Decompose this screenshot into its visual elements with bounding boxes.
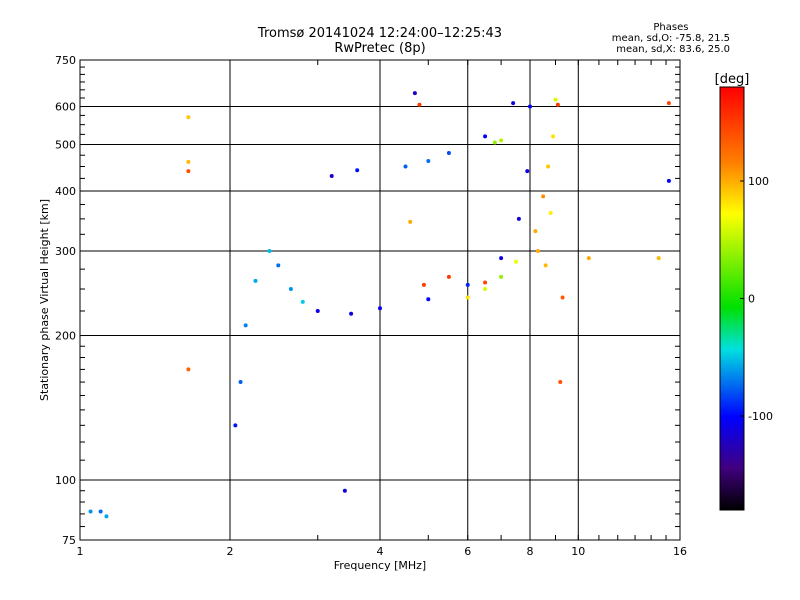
data-point	[446, 151, 451, 156]
data-point	[329, 173, 334, 178]
data-point	[483, 280, 488, 285]
data-point	[288, 287, 293, 292]
data-point	[511, 101, 516, 106]
y-tick-label: 75	[62, 534, 76, 547]
axes: 1 2 4 6 8 10 16 75 100 200 300 400 500 600 750	[55, 54, 687, 558]
data-point	[426, 297, 431, 302]
data-point	[300, 299, 305, 304]
y-tick-label: 100	[55, 474, 76, 487]
colorbar-label: [deg]	[715, 72, 750, 87]
x-tick-label: 2	[227, 545, 234, 558]
data-point	[558, 380, 563, 385]
y-tick-label: 750	[55, 54, 76, 67]
data-point	[238, 380, 243, 385]
phases-heading: Phases	[653, 22, 689, 33]
y-axis-label: Stationary phase Virtual Height [km]	[38, 199, 51, 401]
y-tick-label: 300	[55, 245, 76, 258]
data-point	[525, 169, 530, 174]
data-point	[342, 488, 347, 493]
phases-o-stats: mean, sd,O: -75.8, 21.5	[611, 33, 730, 44]
colorbar-tick-label: 100	[748, 175, 769, 188]
colorbar-ticks: 100 0 -100	[740, 175, 773, 423]
data-point	[548, 211, 553, 216]
grid-lines	[80, 60, 680, 540]
y-tick-label: 600	[55, 101, 76, 114]
y-tick-label: 200	[55, 330, 76, 343]
data-point	[276, 263, 281, 268]
x-axis-label: Frequency [MHz]	[334, 559, 426, 572]
data-point	[499, 138, 504, 143]
data-point	[403, 164, 408, 169]
data-point	[666, 178, 671, 183]
data-point	[186, 115, 191, 120]
data-point	[267, 249, 272, 254]
data-point	[499, 274, 504, 279]
data-point	[243, 323, 248, 328]
x-tick-label: 6	[464, 545, 471, 558]
data-point	[499, 256, 504, 261]
data-point	[349, 311, 354, 316]
data-point	[533, 229, 538, 234]
data-point	[233, 423, 238, 428]
x-tick-label: 16	[673, 545, 687, 558]
data-point	[417, 102, 422, 107]
data-point	[465, 282, 470, 287]
data-point	[516, 216, 521, 221]
data-point	[253, 278, 258, 283]
data-point	[446, 274, 451, 279]
data-point	[104, 514, 109, 519]
data-point	[586, 256, 591, 261]
data-point	[514, 259, 519, 264]
data-point	[465, 295, 470, 300]
data-point	[186, 367, 191, 372]
data-point	[186, 159, 191, 164]
data-point	[186, 169, 191, 174]
data-point	[656, 256, 661, 261]
data-point	[553, 97, 558, 102]
colorbar-tick-label: 0	[748, 293, 755, 306]
data-point	[483, 287, 488, 292]
data-point	[408, 219, 413, 224]
x-tick-label: 4	[377, 545, 384, 558]
colorbar-tick-label: -100	[748, 410, 773, 423]
data-point	[666, 101, 671, 106]
phases-x-stats: mean, sd,X: 83.6, 25.0	[616, 44, 730, 55]
x-tick-label: 8	[527, 545, 534, 558]
data-point	[546, 164, 551, 169]
data-point	[535, 249, 540, 254]
chart-title: Tromsø 20141024 12:24:00–12:25:43	[257, 26, 503, 41]
data-point	[355, 168, 360, 173]
data-point	[560, 295, 565, 300]
data-point	[528, 104, 532, 109]
data-point	[541, 194, 546, 199]
y-tick-label: 500	[55, 139, 76, 152]
chart-subtitle: RwPretec (8p)	[334, 41, 426, 56]
data-point	[88, 509, 93, 514]
data-point	[378, 306, 382, 311]
data-point	[543, 263, 548, 268]
x-tick-label: 1	[77, 545, 84, 558]
data-point	[483, 134, 488, 139]
data-points	[88, 91, 671, 519]
data-point	[98, 509, 103, 514]
x-tick-label: 10	[571, 545, 585, 558]
data-point	[555, 102, 560, 107]
data-point	[551, 134, 556, 139]
y-tick-label: 400	[55, 185, 76, 198]
data-point	[412, 91, 417, 96]
data-point	[426, 159, 431, 164]
data-point	[315, 308, 320, 313]
phases-legend: Phases mean, sd,O: -75.8, 21.5 mean, sd,…	[612, 22, 730, 55]
data-point	[421, 282, 426, 287]
data-point	[492, 140, 497, 145]
